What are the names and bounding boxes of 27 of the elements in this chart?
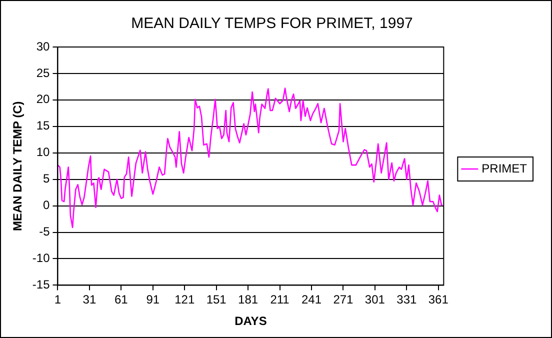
y-tick-label: -5 [39, 224, 50, 239]
y-tick-label: 0 [43, 198, 50, 212]
x-tick-label: 181 [238, 292, 258, 307]
y-axis-title: MEAN DAILY TEMP (C) [10, 101, 25, 231]
legend-label: PRIMET [482, 161, 528, 176]
y-tick-label: 15 [36, 118, 50, 133]
y-tick-label: 10 [36, 145, 50, 160]
y-tick-label: 5 [43, 172, 50, 186]
x-tick-label: 331 [396, 292, 417, 307]
x-tick-label: 31 [82, 292, 96, 307]
x-tick-label: 211 [270, 292, 290, 307]
y-tick-label: 25 [36, 66, 50, 80]
y-tick-label: 20 [36, 92, 50, 106]
x-tick-label: 121 [174, 292, 195, 307]
x-tick-label: 361 [428, 292, 449, 307]
x-tick-label: 91 [146, 292, 160, 307]
x-tick-label: 271 [333, 292, 354, 307]
y-tick-label: 30 [36, 39, 50, 54]
chart-title: MEAN DAILY TEMPS FOR PRIMET, 1997 [131, 15, 413, 32]
y-tick-label: -10 [32, 251, 50, 266]
x-tick-label: 151 [206, 292, 227, 307]
x-tick-label: 61 [114, 292, 128, 307]
x-tick-label: 241 [301, 292, 322, 307]
y-tick-label: -15 [32, 278, 50, 292]
x-axis-title: DAYS [234, 314, 267, 328]
x-tick-label: 301 [364, 292, 386, 307]
x-tick-label: 1 [54, 292, 62, 307]
